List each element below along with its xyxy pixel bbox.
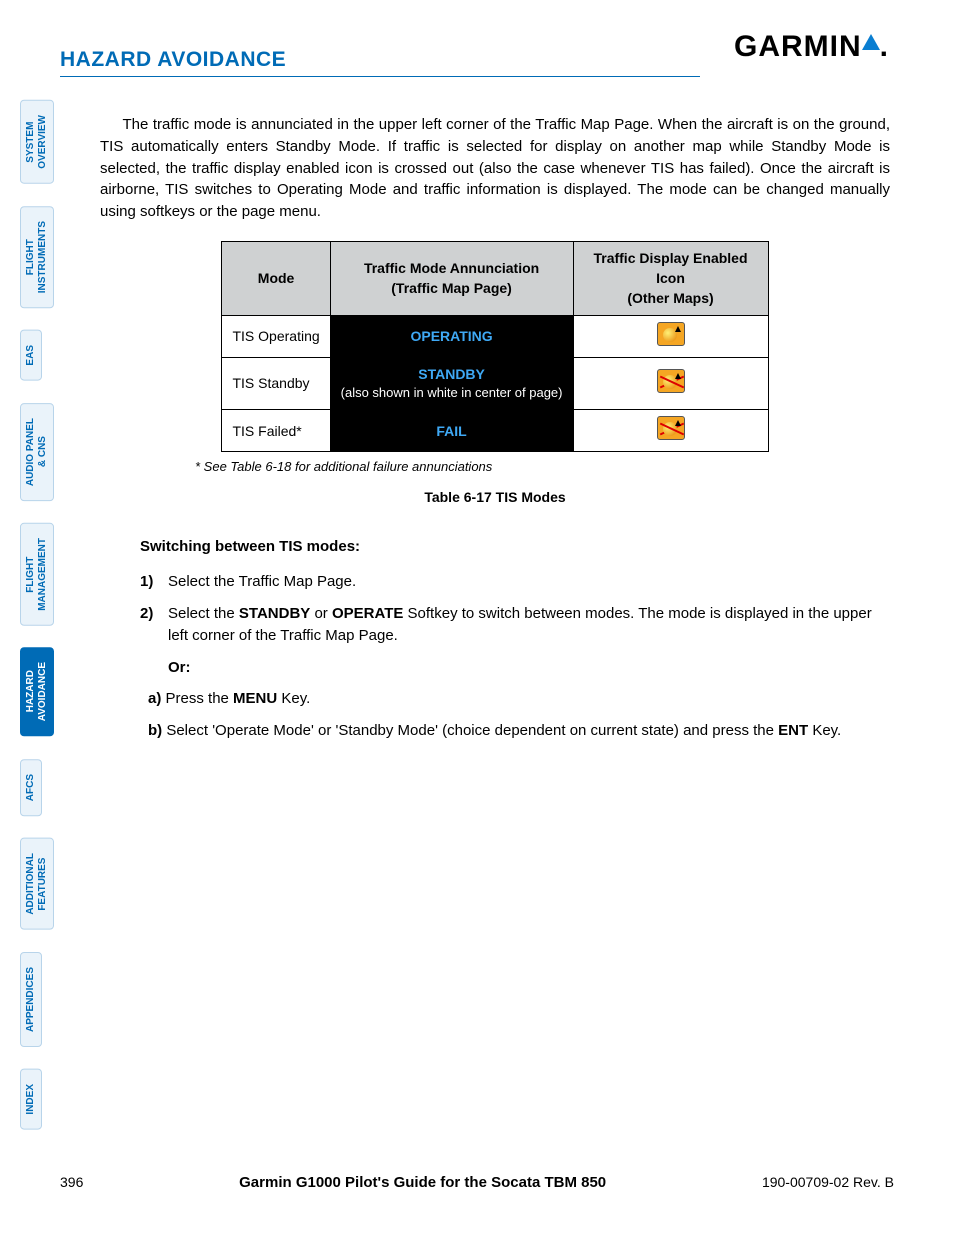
table-row: TIS Operating OPERATING [222, 315, 768, 357]
garmin-logo: GARMIN. [734, 30, 894, 64]
traffic-enabled-icon [657, 322, 685, 346]
col-mode: Mode [222, 241, 330, 315]
side-tabs: SYSTEM OVERVIEW FLIGHT INSTRUMENTS EAS A… [20, 100, 52, 1151]
table-header-row: Mode Traffic Mode Annunciation (Traffic … [222, 241, 768, 315]
col-annun: Traffic Mode Annunciation (Traffic Map P… [330, 241, 573, 315]
annun-cell: FAIL [330, 410, 573, 452]
table-row: TIS Failed* FAIL [222, 410, 768, 452]
icon-cell [573, 315, 768, 357]
annun-text: STANDBY [418, 366, 485, 382]
logo-period: . [880, 30, 888, 63]
tab-appendices[interactable]: APPENDICES [20, 952, 42, 1047]
section-title: HAZARD AVOIDANCE [60, 48, 286, 72]
logo-delta-icon [862, 34, 880, 55]
traffic-disabled-icon [657, 416, 685, 440]
procedure-substep: b) Select 'Operate Mode' or 'Standby Mod… [148, 720, 890, 742]
title-rule [60, 76, 700, 77]
annun-cell: OPERATING [330, 315, 573, 357]
procedure-step: 1) Select the Traffic Map Page. [140, 571, 890, 593]
mode-cell: TIS Standby [222, 357, 330, 409]
icon-cell [573, 410, 768, 452]
page-content: The traffic mode is annunciated in the u… [100, 114, 890, 752]
substep-label: a) [148, 690, 161, 707]
tab-flight-management[interactable]: FLIGHT MANAGEMENT [20, 523, 54, 626]
tab-flight-instruments[interactable]: FLIGHT INSTRUMENTS [20, 206, 54, 308]
table-caption: Table 6-17 TIS Modes [100, 487, 890, 507]
or-separator: Or: [168, 657, 890, 679]
annun-subtext: (also shown in white in center of page) [341, 384, 563, 403]
doc-title: Garmin G1000 Pilot's Guide for the Socat… [239, 1174, 606, 1191]
tab-audio-panel-cns[interactable]: AUDIO PANEL & CNS [20, 403, 54, 501]
annun-text: OPERATING [410, 328, 492, 344]
logo-text: GARMIN [734, 30, 862, 64]
tab-index[interactable]: INDEX [20, 1069, 42, 1130]
tab-hazard-avoidance[interactable]: HAZARD AVOIDANCE [20, 647, 54, 736]
procedure-title: Switching between TIS modes: [140, 536, 890, 558]
col-icon: Traffic Display Enabled Icon (Other Maps… [573, 241, 768, 315]
intro-paragraph: The traffic mode is annunciated in the u… [100, 114, 890, 223]
procedure-substep: a) Press the MENU Key. [148, 688, 890, 710]
icon-cell [573, 357, 768, 409]
doc-revision: 190-00709-02 Rev. B [762, 1174, 894, 1190]
tab-afcs[interactable]: AFCS [20, 759, 42, 816]
traffic-disabled-icon [657, 369, 685, 393]
step-text: Select the Traffic Map Page. [168, 571, 890, 593]
step-number: 1) [140, 571, 168, 593]
step-number: 2) [140, 603, 168, 647]
page-number: 396 [60, 1174, 83, 1190]
substep-label: b) [148, 722, 162, 739]
page-footer: 396 Garmin G1000 Pilot's Guide for the S… [60, 1174, 894, 1191]
tis-modes-table: Mode Traffic Mode Annunciation (Traffic … [221, 241, 768, 453]
step-text: Select the STANDBY or OPERATE Softkey to… [168, 603, 890, 647]
tab-system-overview[interactable]: SYSTEM OVERVIEW [20, 100, 54, 184]
annun-cell: STANDBY (also shown in white in center of… [330, 357, 573, 409]
mode-cell: TIS Failed* [222, 410, 330, 452]
procedure-step: 2) Select the STANDBY or OPERATE Softkey… [140, 603, 890, 647]
tab-eas[interactable]: EAS [20, 330, 42, 381]
table-footnote: * See Table 6-18 for additional failure … [195, 458, 890, 477]
tab-additional-features[interactable]: ADDITIONAL FEATURES [20, 838, 54, 930]
table-row: TIS Standby STANDBY (also shown in white … [222, 357, 768, 409]
procedure-list: 1) Select the Traffic Map Page. 2) Selec… [140, 571, 890, 646]
annun-text: FAIL [436, 423, 466, 439]
mode-cell: TIS Operating [222, 315, 330, 357]
